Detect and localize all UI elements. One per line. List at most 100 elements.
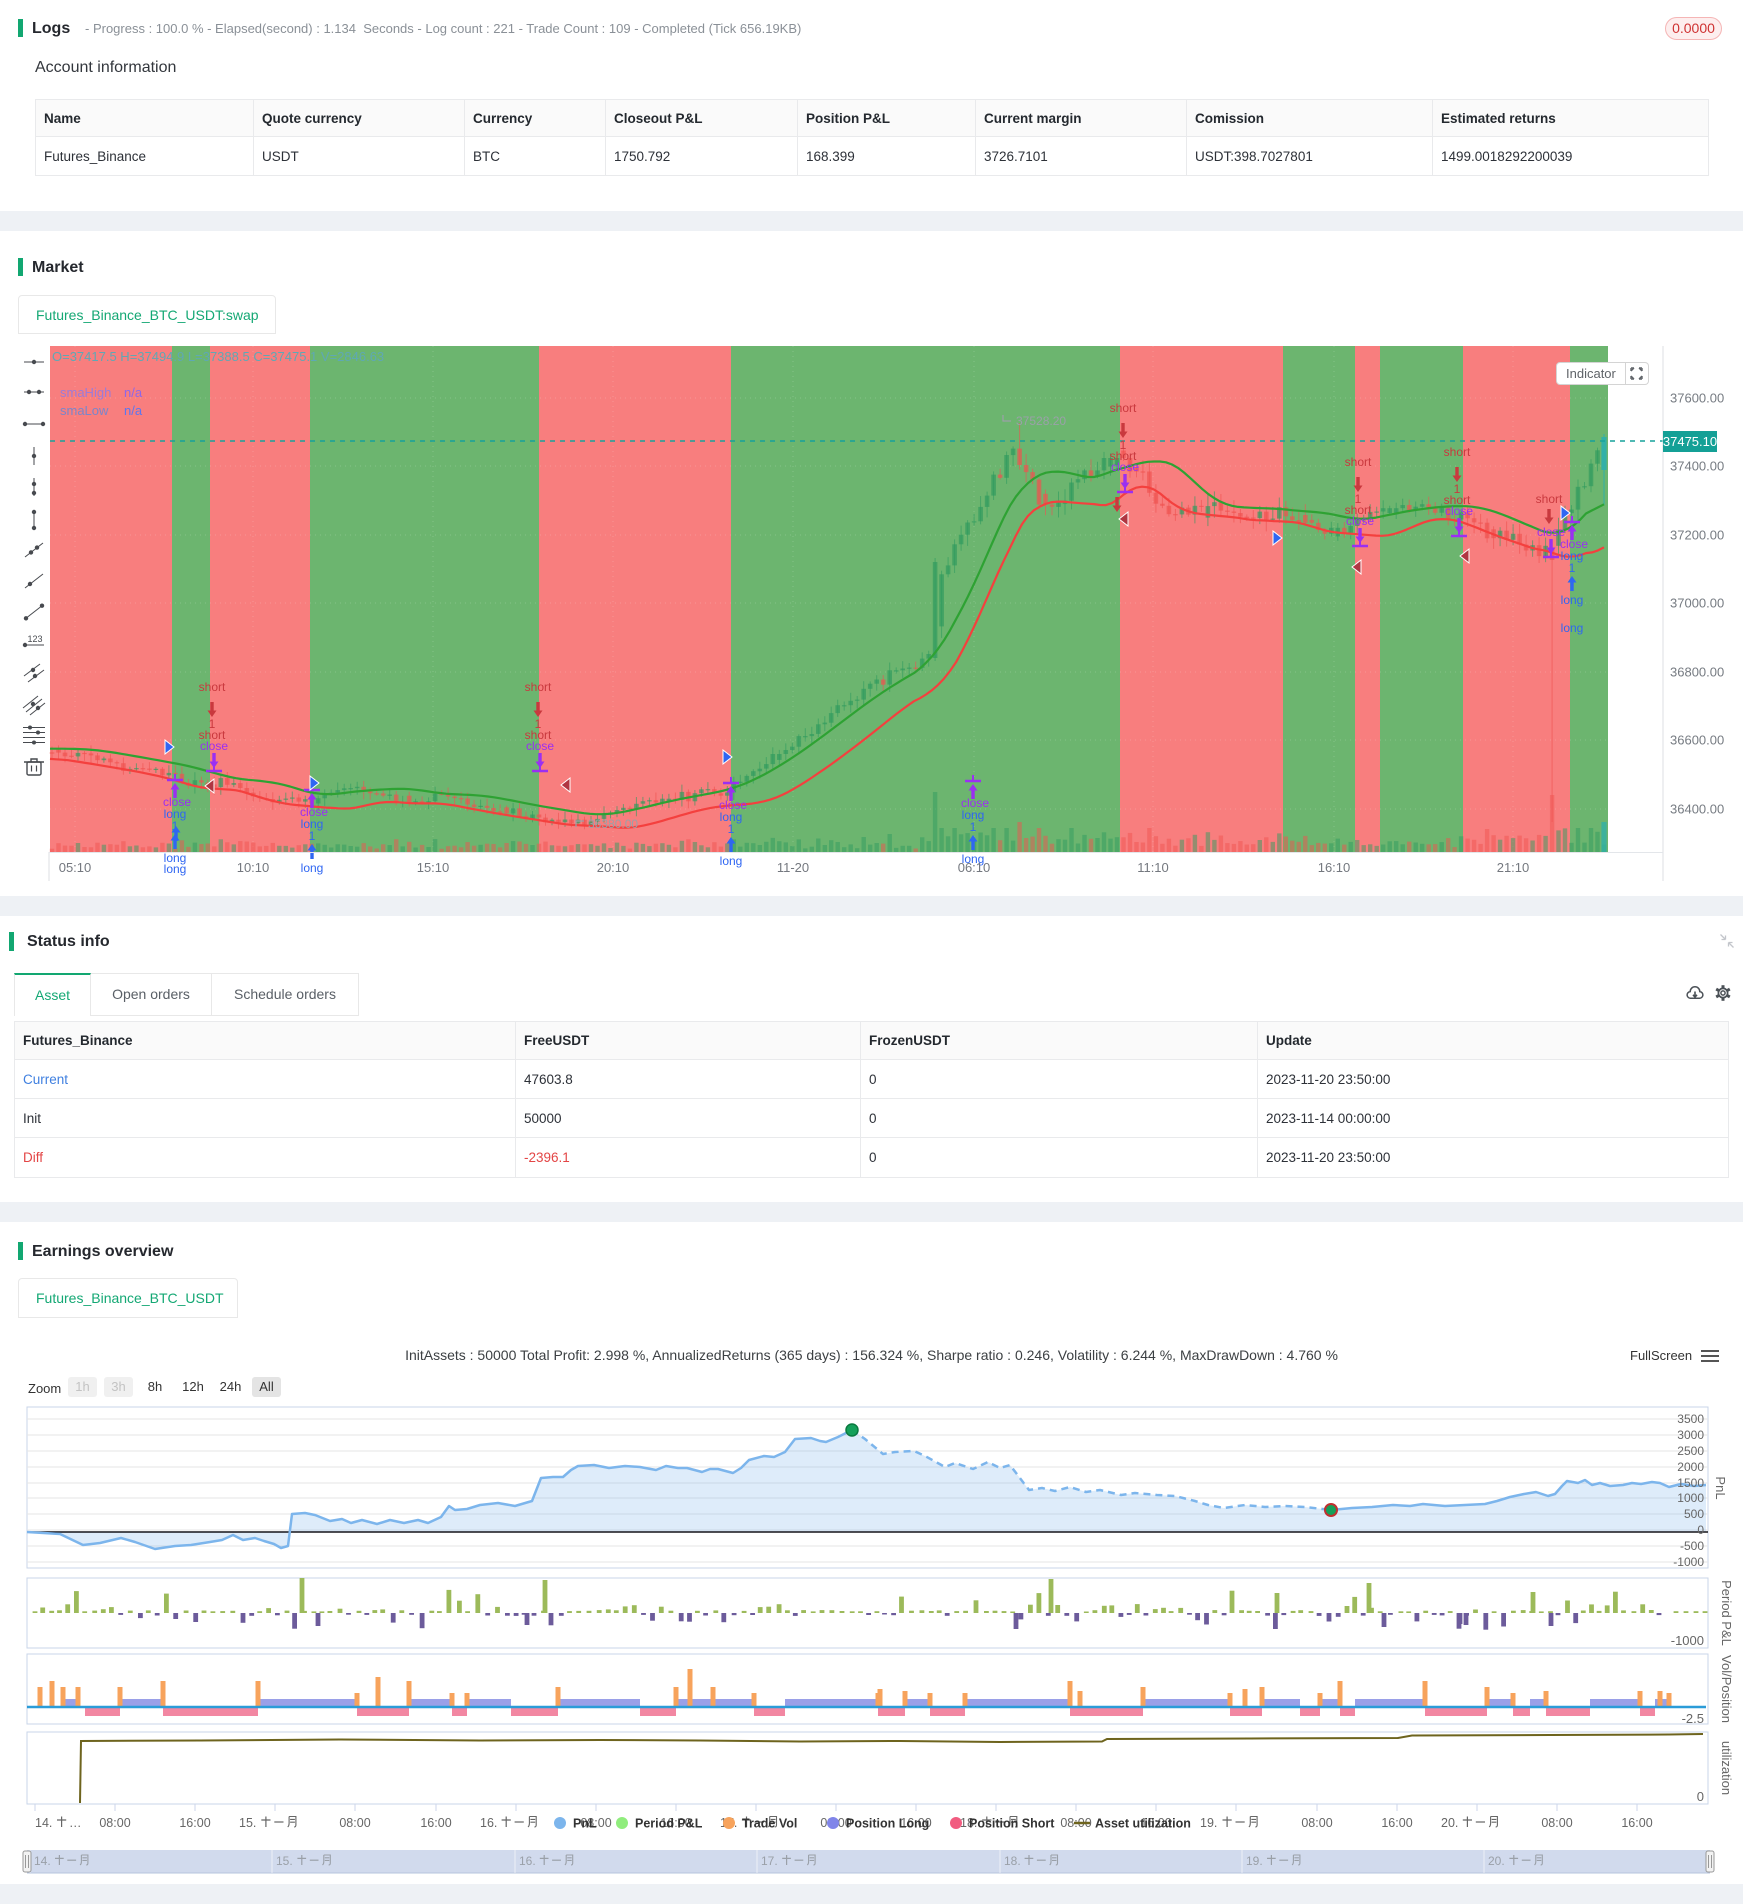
svg-text:long: long [301,861,324,875]
svg-text:long: long [164,862,187,876]
svg-text:1: 1 [1120,438,1127,452]
svg-text:08:00: 08:00 [99,1816,130,1830]
svg-text:36600.00: 36600.00 [1670,733,1724,748]
svg-text:long: long [962,808,985,822]
svg-text:37000.00: 37000.00 [1670,596,1724,611]
svg-text:Period P&L: Period P&L [1719,1580,1734,1646]
svg-text:short: short [199,680,226,694]
svg-text:1: 1 [970,820,977,834]
svg-text:close: close [163,795,191,809]
svg-text:short: short [1444,493,1471,507]
svg-text:close: close [961,796,989,810]
svg-text:long: long [1561,549,1584,563]
svg-text:-2.5: -2.5 [1682,1711,1704,1726]
svg-text:1: 1 [1569,561,1576,575]
svg-text:500: 500 [1684,1507,1704,1521]
svg-text:1: 1 [209,717,216,731]
svg-text:utilization: utilization [1719,1741,1734,1795]
svg-text:15.: 15. [239,1816,256,1830]
svg-text:1000: 1000 [1677,1491,1704,1505]
svg-text:long: long [301,817,324,831]
svg-text:20.: 20. [1488,1854,1505,1868]
svg-text:-1000: -1000 [1673,1555,1704,1569]
svg-text:long: long [1561,593,1584,607]
svg-text:O=37417.5 H=37494.9 L=37388.5: O=37417.5 H=37494.9 L=37388.5 C=37475.1 … [52,349,384,364]
svg-text:short: short [1345,503,1372,517]
svg-text:long: long [720,810,743,824]
svg-text:smaHigh: smaHigh [60,385,111,400]
svg-text:36400.00: 36400.00 [1670,802,1724,817]
svg-text:1: 1 [535,717,542,731]
svg-text:1500: 1500 [1677,1476,1704,1490]
svg-text:18.: 18. [960,1816,977,1830]
svg-text:1: 1 [1355,492,1362,506]
svg-text:16:00: 16:00 [660,1816,691,1830]
svg-text:11:10: 11:10 [1137,860,1169,875]
svg-text:08:00: 08:00 [580,1816,611,1830]
svg-text:-500: -500 [1680,1539,1704,1553]
svg-text:36800.00: 36800.00 [1670,665,1724,680]
svg-text:1: 1 [309,829,316,843]
svg-text:Vol/Position: Vol/Position [1719,1655,1734,1723]
svg-text:close: close [1445,504,1473,518]
svg-text:16:00: 16:00 [179,1816,210,1830]
svg-text:37400.00: 37400.00 [1670,459,1724,474]
svg-text:123: 123 [27,634,42,644]
svg-text:long: long [164,807,187,821]
svg-text:16:00: 16:00 [1140,1816,1171,1830]
svg-text:08:00: 08:00 [1541,1816,1572,1830]
svg-text:16.: 16. [519,1854,536,1868]
svg-text:long: long [962,852,985,866]
svg-text:short: short [525,680,552,694]
svg-text:21:10: 21:10 [1497,860,1530,875]
svg-text:…: … [69,1816,82,1830]
svg-text:0: 0 [1697,1523,1704,1537]
svg-text:short: short [199,728,226,742]
svg-text:Position Short: Position Short [969,1817,1055,1831]
svg-text:2000: 2000 [1677,1460,1704,1474]
svg-text:16:00: 16:00 [1381,1816,1412,1830]
svg-text:16:00: 16:00 [1621,1816,1652,1830]
svg-text:Trade Vol: Trade Vol [742,1817,797,1831]
svg-text:37528.20: 37528.20 [1016,414,1066,428]
svg-text:15:10: 15:10 [417,860,450,875]
svg-text:08:00: 08:00 [1301,1816,1332,1830]
svg-text:long: long [720,854,743,868]
svg-text:PnL: PnL [573,1817,597,1831]
svg-text:19.: 19. [1200,1816,1217,1830]
svg-text:17.: 17. [761,1854,778,1868]
svg-text:short: short [525,728,552,742]
svg-text:short: short [1536,492,1563,506]
svg-text:3000: 3000 [1677,1428,1704,1442]
svg-text:n/a: n/a [124,385,143,400]
svg-text:20:10: 20:10 [597,860,630,875]
svg-text:Asset utilization: Asset utilization [1095,1817,1191,1831]
svg-text:0: 0 [1697,1789,1704,1804]
svg-text:close: close [1560,537,1588,551]
svg-text:16:00: 16:00 [900,1816,931,1830]
svg-text:19.: 19. [1246,1854,1263,1868]
svg-text:14.: 14. [34,1854,51,1868]
svg-text:close: close [1111,460,1139,474]
svg-text:08:00: 08:00 [339,1816,370,1830]
svg-text:short: short [1110,401,1137,415]
svg-text:2500: 2500 [1677,1444,1704,1458]
svg-text:18.: 18. [1004,1854,1021,1868]
svg-text:06:10: 06:10 [958,860,991,875]
svg-text:smaLow: smaLow [60,403,109,418]
svg-text:14.: 14. [35,1816,52,1830]
svg-text:3500: 3500 [1677,1412,1704,1426]
svg-text:long: long [164,851,187,865]
svg-text:Position Long: Position Long [846,1817,929,1831]
svg-text:short: short [1345,455,1372,469]
svg-text:37475.10: 37475.10 [1663,434,1717,449]
svg-text:16:10: 16:10 [1318,860,1351,875]
svg-text:37200.00: 37200.00 [1670,528,1724,543]
svg-text:-1000: -1000 [1671,1633,1704,1648]
svg-text:short: short [1444,445,1471,459]
svg-text:15.: 15. [276,1854,293,1868]
svg-text:close: close [300,805,328,819]
svg-text:PnL: PnL [1713,1476,1728,1499]
svg-text:Period P&L: Period P&L [635,1817,703,1831]
svg-text:05:10: 05:10 [59,860,92,875]
